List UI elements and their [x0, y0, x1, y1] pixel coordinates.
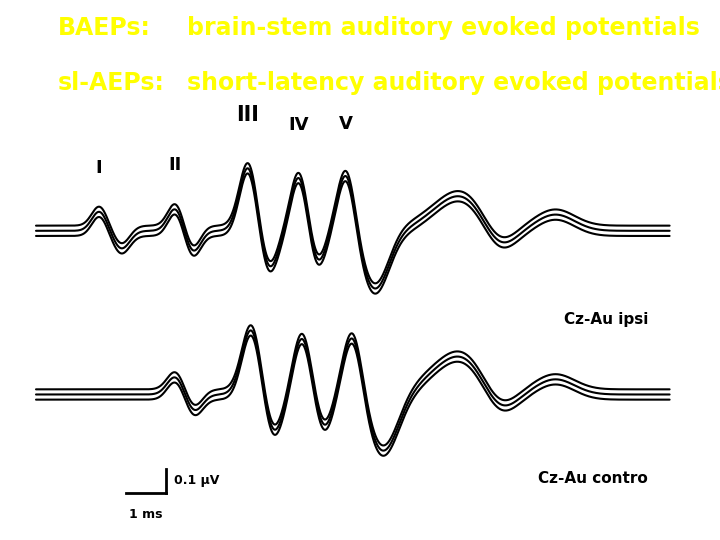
Text: brain-stem auditory evoked potentials: brain-stem auditory evoked potentials [187, 16, 700, 39]
Text: sl-AEPs:: sl-AEPs: [58, 71, 164, 95]
Text: II: II [168, 156, 181, 174]
Text: short-latency auditory evoked potentials: short-latency auditory evoked potentials [187, 71, 720, 95]
Text: I: I [96, 159, 102, 177]
Text: V: V [339, 114, 354, 133]
Text: 1 ms: 1 ms [129, 508, 163, 521]
Text: BAEPs:: BAEPs: [58, 16, 150, 39]
Text: Cz-Au ipsi: Cz-Au ipsi [564, 313, 648, 327]
Text: 0.1 μV: 0.1 μV [174, 475, 220, 488]
Text: Cz-Au contro: Cz-Au contro [539, 471, 648, 487]
Text: III: III [237, 105, 259, 125]
Text: IV: IV [289, 116, 309, 134]
